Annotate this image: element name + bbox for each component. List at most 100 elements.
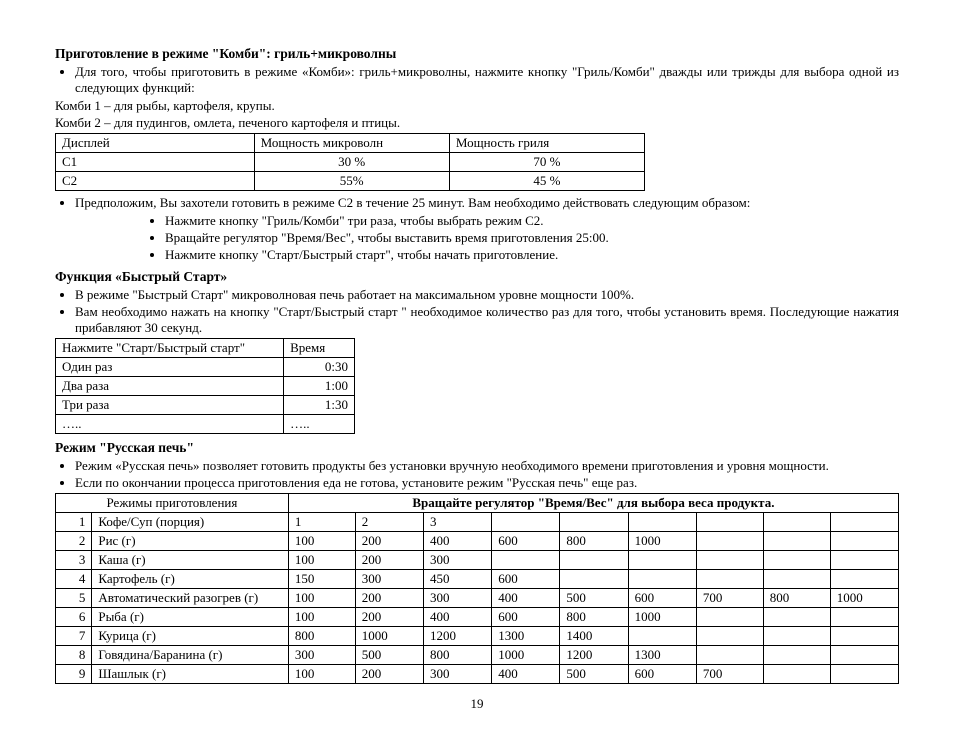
oven-cell: 500	[560, 589, 628, 608]
oven-cell: 1000	[830, 589, 898, 608]
oven-cell: 100	[288, 589, 355, 608]
oven-row-name: Говядина/Баранина (г)	[92, 646, 288, 665]
oven-cell: 1200	[560, 646, 628, 665]
oven-cell: 500	[560, 665, 628, 684]
combi-cell: C2	[56, 172, 255, 191]
oven-cell: 100	[288, 665, 355, 684]
oven-th-span: Вращайте регулятор "Время/Вес" для выбор…	[288, 494, 898, 513]
oven-row-num: 2	[56, 532, 92, 551]
sec3-bullet: Если по окончании процесса приготовления…	[75, 475, 899, 491]
oven-row-num: 1	[56, 513, 92, 532]
oven-cell	[830, 608, 898, 627]
combi-th-micro: Мощность микроволн	[254, 134, 449, 153]
oven-cell: 200	[355, 665, 423, 684]
oven-cell	[763, 532, 830, 551]
oven-cell: 450	[424, 570, 492, 589]
oven-cell: 1400	[560, 627, 628, 646]
oven-cell: 800	[560, 608, 628, 627]
sec3-bullets: Режим «Русская печь» позволяет готовить …	[55, 458, 899, 491]
russian-oven-table: Режимы приготовления Вращайте регулятор …	[55, 493, 899, 684]
oven-cell	[492, 551, 560, 570]
sec1-line1: Комби 1 – для рыбы, картофеля, крупы.	[55, 98, 899, 114]
combi-cell: 45 %	[449, 172, 644, 191]
oven-cell: 1000	[628, 608, 696, 627]
oven-cell	[696, 627, 763, 646]
oven-cell	[763, 551, 830, 570]
oven-cell	[628, 551, 696, 570]
oven-row-num: 5	[56, 589, 92, 608]
sec1-after-bullet: Предположим, Вы захотели готовить в режи…	[75, 195, 899, 211]
oven-cell	[830, 627, 898, 646]
oven-cell: 300	[424, 551, 492, 570]
oven-cell: 200	[355, 608, 423, 627]
oven-cell	[696, 513, 763, 532]
oven-cell	[696, 551, 763, 570]
oven-cell: 300	[288, 646, 355, 665]
oven-cell	[628, 570, 696, 589]
oven-cell	[560, 570, 628, 589]
sec1-line2: Комби 2 – для пудингов, омлета, печеного…	[55, 115, 899, 131]
oven-row-num: 3	[56, 551, 92, 570]
oven-row-name: Рыба (г)	[92, 608, 288, 627]
oven-row-num: 6	[56, 608, 92, 627]
oven-cell	[763, 665, 830, 684]
oven-cell: 150	[288, 570, 355, 589]
quick-cell: …..	[284, 415, 355, 434]
quickstart-table: Нажмите "Старт/Быстрый старт" Время Один…	[55, 338, 355, 434]
quick-cell: 1:00	[284, 377, 355, 396]
oven-cell	[696, 570, 763, 589]
oven-cell: 3	[424, 513, 492, 532]
oven-cell: 2	[355, 513, 423, 532]
quick-th-time: Время	[284, 339, 355, 358]
combi-th-grill: Мощность гриля	[449, 134, 644, 153]
combi-cell: 70 %	[449, 153, 644, 172]
oven-cell	[830, 551, 898, 570]
oven-cell	[830, 570, 898, 589]
oven-cell: 800	[763, 589, 830, 608]
combi-cell: 30 %	[254, 153, 449, 172]
quick-cell: Три раза	[56, 396, 284, 415]
page-number: 19	[55, 696, 899, 712]
oven-cell	[763, 646, 830, 665]
oven-cell	[763, 627, 830, 646]
sec2-bullet: Вам необходимо нажать на кнопку "Старт/Б…	[75, 304, 899, 336]
quick-th-press: Нажмите "Старт/Быстрый старт"	[56, 339, 284, 358]
oven-cell: 300	[424, 665, 492, 684]
oven-cell: 600	[492, 570, 560, 589]
oven-cell: 800	[424, 646, 492, 665]
oven-cell	[830, 646, 898, 665]
oven-cell	[696, 646, 763, 665]
oven-cell: 600	[628, 589, 696, 608]
oven-cell	[763, 570, 830, 589]
oven-cell: 400	[424, 532, 492, 551]
oven-cell	[830, 513, 898, 532]
oven-cell: 100	[288, 532, 355, 551]
sec1-after: Предположим, Вы захотели готовить в режи…	[55, 195, 899, 211]
oven-cell: 200	[355, 532, 423, 551]
oven-cell: 300	[424, 589, 492, 608]
oven-cell	[696, 608, 763, 627]
oven-th-modes: Режимы приготовления	[56, 494, 289, 513]
sec1-bullets: Для того, чтобы приготовить в режиме «Ко…	[55, 64, 899, 96]
oven-cell: 400	[424, 608, 492, 627]
oven-cell	[830, 665, 898, 684]
oven-row-num: 4	[56, 570, 92, 589]
oven-cell	[628, 513, 696, 532]
quick-cell: 1:30	[284, 396, 355, 415]
oven-row-name: Каша (г)	[92, 551, 288, 570]
sec1-bullet: Для того, чтобы приготовить в режиме «Ко…	[75, 64, 899, 96]
sec3-title: Режим "Русская печь"	[55, 440, 899, 456]
sec2-bullets: В режиме "Быстрый Старт" микроволновая п…	[55, 287, 899, 336]
oven-row-name: Картофель (г)	[92, 570, 288, 589]
combi-cell: 55%	[254, 172, 449, 191]
oven-cell: 200	[355, 551, 423, 570]
sec1-inner: Нажмите кнопку "Гриль/Комби" три раза, ч…	[55, 213, 899, 263]
oven-cell: 1000	[355, 627, 423, 646]
quick-cell: …..	[56, 415, 284, 434]
oven-cell: 600	[628, 665, 696, 684]
sec2-title: Функция «Быстрый Старт»	[55, 269, 899, 285]
oven-cell	[830, 532, 898, 551]
oven-cell: 1300	[628, 646, 696, 665]
oven-cell: 1	[288, 513, 355, 532]
oven-cell: 700	[696, 589, 763, 608]
